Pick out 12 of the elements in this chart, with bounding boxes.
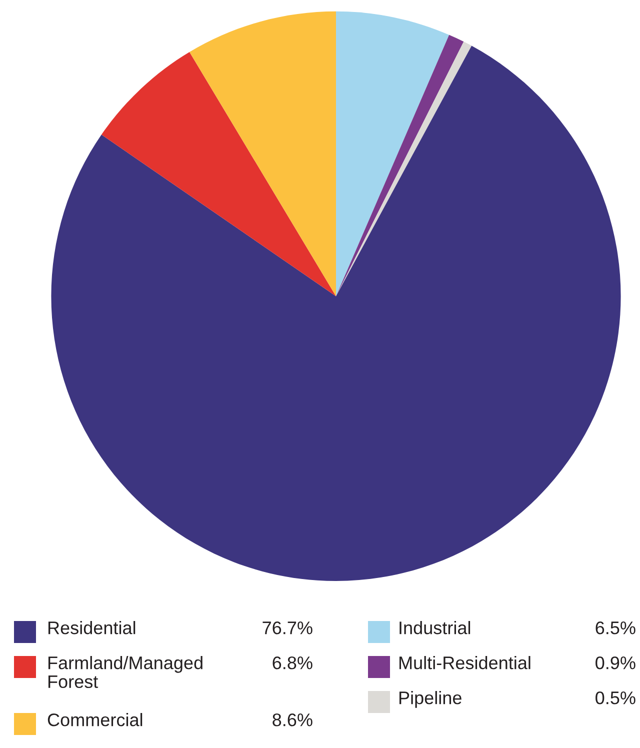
- legend-label: Residential: [48, 621, 136, 634]
- legend-label: Farmland/Managed Forest: [48, 656, 202, 688]
- legend-label: Commercial: [48, 713, 142, 726]
- legend-label: Multi-Residential: [399, 656, 530, 670]
- data-label: 8.6%: [272, 713, 312, 726]
- data-label: 0.5%: [596, 691, 636, 704]
- legend-label: Pipeline: [399, 691, 462, 708]
- data-label: 76.7%: [262, 621, 312, 634]
- data-label: 6.8%: [272, 656, 312, 670]
- data-label: 6.5%: [596, 621, 636, 634]
- legend-label: Industrial: [400, 621, 470, 634]
- data-label: 0.9%: [596, 656, 636, 670]
